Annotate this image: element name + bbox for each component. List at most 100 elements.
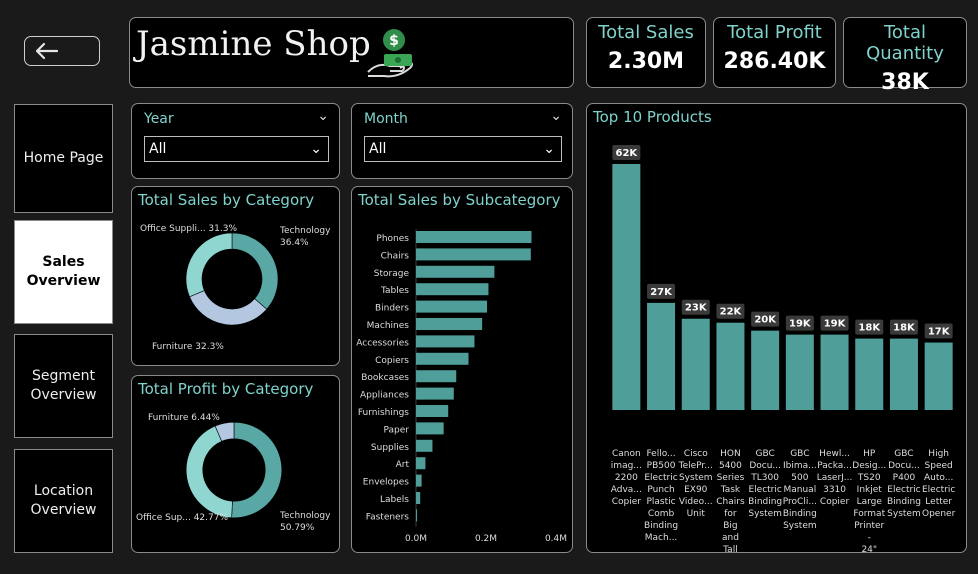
category-label: High Speed Auto... Electric Letter Opener	[922, 449, 956, 519]
category-label: HON 5400 Series Task Chairs for Big and Tall	[716, 449, 745, 552]
data-label: 27K	[650, 287, 673, 298]
nav-label: Sales Overview	[26, 254, 101, 289]
bar[interactable]	[416, 248, 531, 261]
year-slicer: Year ⌄ All ⌄	[131, 103, 340, 179]
x-tick-label: 0.4M	[545, 534, 567, 544]
nav-location-overview[interactable]: Location Overview	[14, 449, 113, 553]
bar[interactable]	[416, 457, 426, 470]
month-slicer: Month ⌄ All ⌄	[351, 103, 573, 179]
category-label: HP Desig... TS20 Inkjet Large Format Printer -2…	[852, 449, 886, 552]
page-title: Jasmine Shop	[136, 24, 371, 64]
top-products-bar-chart: 62K Canon imag... 2200 Adva... Copier 27K Fello…	[611, 145, 956, 552]
data-label: 19K	[789, 319, 812, 330]
chart-title: Top 10 Products	[593, 108, 712, 126]
chart-title: Total Sales by Subcategory	[358, 191, 561, 209]
bar[interactable]	[924, 342, 953, 410]
category-label: Storage	[374, 269, 410, 279]
bar[interactable]	[416, 387, 454, 400]
year-dropdown[interactable]: All ⌄	[144, 136, 329, 162]
back-button[interactable]	[24, 36, 100, 66]
arrow-left-icon	[35, 42, 59, 60]
bar[interactable]	[889, 338, 918, 410]
category-label: Supplies	[371, 443, 409, 453]
category-label: Fello... PB500 Electric Punch Plastic Comb Bin…	[644, 449, 678, 543]
data-label: 62K	[616, 148, 639, 159]
donut-slice[interactable]	[231, 421, 283, 519]
bar[interactable]	[416, 283, 489, 296]
bar[interactable]	[416, 318, 483, 330]
bar[interactable]	[855, 338, 884, 410]
year-slicer-label: Year	[144, 111, 174, 127]
bar[interactable]	[416, 352, 469, 365]
chevron-down-icon[interactable]: ⌄	[317, 108, 329, 124]
category-label: Furnishings	[358, 408, 409, 418]
bar[interactable]	[647, 302, 676, 410]
donut-slice[interactable]	[189, 290, 268, 326]
bar[interactable]	[785, 334, 814, 410]
bar[interactable]	[820, 334, 849, 410]
nav-segment-overview[interactable]: Segment Overview	[14, 334, 113, 438]
bar[interactable]	[416, 439, 433, 452]
bar[interactable]	[416, 405, 449, 417]
data-label: 20K	[754, 315, 777, 326]
bar[interactable]	[416, 335, 475, 348]
data-label-bg	[716, 303, 745, 319]
category-label: Copiers	[375, 356, 409, 366]
bar[interactable]	[681, 318, 710, 410]
month-value: All	[369, 141, 387, 157]
data-label: 17K	[928, 327, 951, 338]
category-label: GBC Docu... TL300 Electric Binding System	[748, 449, 782, 519]
data-label-bg	[681, 299, 710, 315]
bar[interactable]	[751, 330, 780, 410]
category-label: GBC Docu... P400 Electric Binding System	[887, 449, 921, 519]
bar[interactable]	[416, 474, 422, 487]
bar[interactable]	[416, 370, 457, 383]
data-label: 18K	[893, 323, 916, 334]
bar[interactable]	[416, 422, 444, 435]
month-dropdown[interactable]: All ⌄	[364, 136, 562, 162]
data-label: 19K	[824, 319, 847, 330]
chevron-down-icon[interactable]: ⌄	[550, 108, 562, 124]
chevron-down-icon: ⌄	[310, 141, 322, 157]
data-label: 18K	[858, 323, 881, 334]
category-label: Chairs	[381, 251, 410, 261]
category-label: Art	[396, 460, 410, 470]
donut-slice[interactable]	[231, 232, 279, 310]
kpi-total-profit: Total Profit 286.40K	[713, 17, 836, 88]
chart-title: Total Sales by Category	[138, 191, 315, 209]
bar[interactable]	[416, 509, 418, 522]
category-label: Canon imag... 2200 Adva... Copier	[611, 449, 642, 507]
money-hand-icon: $	[367, 29, 413, 78]
bar[interactable]	[716, 322, 745, 410]
donut-slice[interactable]	[185, 232, 233, 298]
data-label: 23K	[685, 303, 708, 314]
kpi-value: 2.30M	[607, 49, 685, 74]
nav-sales-overview[interactable]: Sales Overview	[14, 220, 113, 324]
profit-category-donut	[185, 421, 283, 519]
kpi-value: 38K	[881, 70, 929, 95]
year-value: All	[149, 141, 167, 157]
bar[interactable]	[612, 164, 641, 410]
top-products-panel: Top 10 Products 62K Canon imag... 2200 Adva.…	[586, 103, 967, 553]
category-label: Phones	[376, 234, 409, 244]
category-label: Accessories	[356, 338, 409, 348]
category-label: Appliances	[360, 391, 409, 401]
sales-by-subcategory-panel: Total Sales by Subcategory Phones Chairs S…	[351, 186, 573, 553]
bar[interactable]	[416, 265, 495, 278]
category-label: Labels	[380, 495, 409, 505]
donut-label: Office Suppli... 31.3%	[140, 224, 238, 234]
nav-label: Location Overview	[30, 483, 97, 518]
bar[interactable]	[416, 492, 421, 504]
category-label: Cisco TelePr... System EX90 Video... Unit	[678, 449, 713, 519]
nav-home-page[interactable]: Home Page	[14, 104, 113, 213]
donut-slice[interactable]	[214, 421, 235, 442]
bar[interactable]	[416, 300, 488, 313]
bar[interactable]	[416, 231, 532, 243]
subcategory-bar-chart: Phones Chairs Storage Tables Binders Machines…	[356, 229, 567, 544]
x-tick-label: 0.2M	[475, 534, 497, 544]
title-panel: Jasmine Shop $	[129, 17, 574, 88]
donut-label: Technology 50.79%	[280, 511, 331, 533]
chart-title: Total Profit by Category	[138, 380, 314, 398]
data-label-bg	[855, 319, 884, 335]
category-label: Hewl... Packa... LaserJ... 3310 Copier	[817, 449, 853, 507]
